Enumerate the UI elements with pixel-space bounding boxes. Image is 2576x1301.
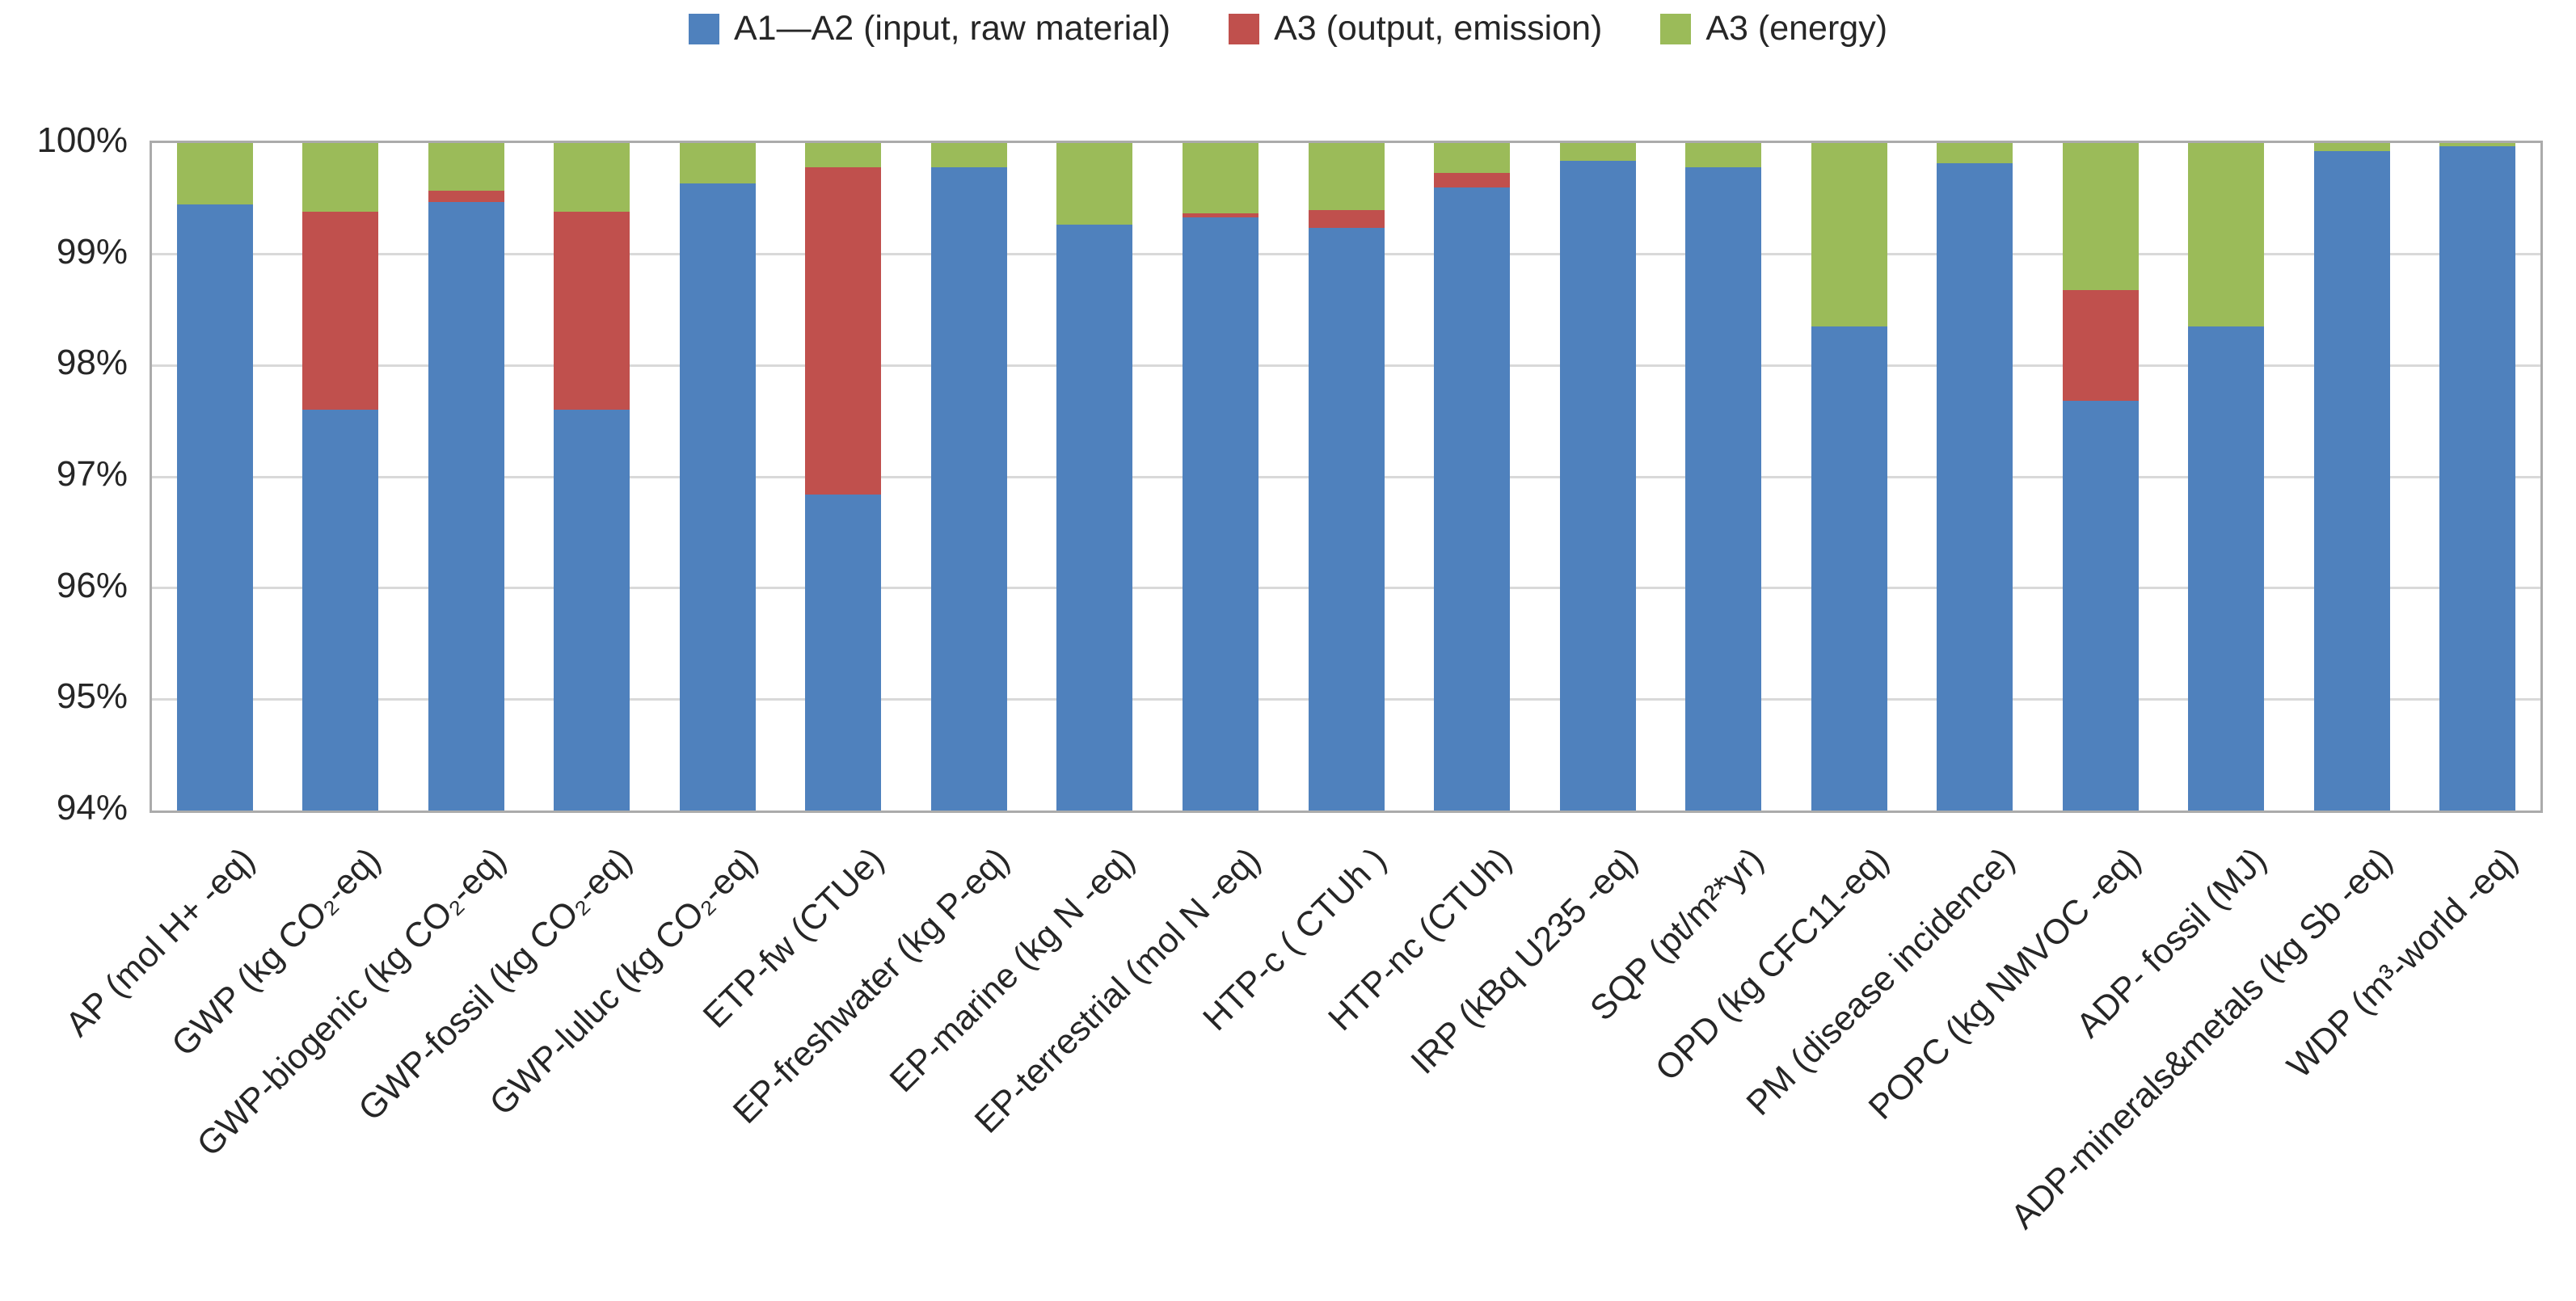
y-axis-tick: 96% [56,565,128,605]
chart-legend: A1—A2 (input, raw material) A3 (output, … [0,11,2576,46]
bar-ETP-fw (CTUe) [805,143,882,810]
legend-label: A1—A2 (input, raw material) [733,9,1171,48]
bar-segment-series1 [2439,146,2516,810]
bar-segment-series2 [1182,213,1258,218]
bar-segment-series2 [805,167,882,495]
bar-segment-series1 [1182,217,1258,810]
bar-HTP-c ( CTUh ) [1308,143,1385,810]
bar-segment-series1 [1056,224,1133,810]
bar-ADP- fossil (MJ) [2188,143,2265,810]
bar-segment-series3 [302,143,379,213]
bar-segment-series1 [679,183,756,810]
legend-label: A3 (energy) [1705,9,1888,48]
y-axis-tick: 94% [56,788,128,827]
y-axis-tick: 98% [56,343,128,383]
bar-segment-series2 [1308,209,1385,228]
bar-segment-series3 [176,143,253,204]
legend-item-a3-energy: A3 (energy) [1660,11,1887,46]
bar-segment-series1 [2313,150,2390,810]
bar-segment-series1 [1811,326,1887,810]
legend-swatch-red-icon [1229,13,1260,44]
bar-segment-series1 [1937,162,2013,810]
bar-PM (disease incidence) [1937,143,2013,810]
bar-segment-series1 [1559,161,1636,810]
legend-swatch-green-icon [1660,13,1692,44]
legend-label: A3 (output, emission) [1274,9,1603,48]
x-axis-label: OPD (kg CFC11-eq) [1648,840,1897,1088]
legend-item-a1a2: A1—A2 (input, raw material) [688,9,1171,48]
x-axis-label: EP-marine (kg N -eq) [883,840,1143,1101]
bar-segment-series2 [554,212,630,411]
y-axis-tick: 95% [56,676,128,717]
y-axis-tick: 100% [36,120,128,160]
bar-segment-series2 [1434,173,1511,188]
bar-segment-series3 [1056,143,1133,225]
y-axis-tick: 99% [56,231,128,272]
bar-IRP (kBq U235 -eq) [1559,143,1636,810]
bar-segment-series3 [554,143,630,213]
bar-GWP-biogenic (kg CO₂-eq) [428,143,504,810]
bar-segment-series3 [2188,143,2265,327]
x-axis-label: WDP (m³-world -eq) [2279,840,2526,1086]
bar-WDP (m³-world -eq) [2439,143,2516,810]
bar-segment-series3 [1937,143,2013,163]
bar-EP-freshwater (kg P-eq) [930,143,1007,810]
bar-GWP (kg CO₂-eq) [302,143,379,810]
bar-segment-series1 [554,410,630,810]
bar-segment-series3 [679,143,756,183]
bar-segment-series3 [1559,143,1636,162]
bar-segment-series3 [1811,143,1887,327]
bar-segment-series1 [302,410,379,810]
bar-SQP (pt/m²*yr) [1685,143,1762,810]
bar-AP (mol H+ -eq) [176,143,253,810]
y-axis-tick: 97% [56,454,128,494]
bar-segment-series2 [302,212,379,411]
bar-EP-marine (kg N -eq) [1056,143,1133,810]
bar-segment-series1 [176,204,253,810]
bar-segment-series3 [428,143,504,192]
bar-segment-series3 [1182,143,1258,213]
bar-ADP-minerals&metals (kg Sb -eq) [2313,143,2390,810]
bar-segment-series3 [805,143,882,168]
bar-segment-series1 [1685,167,1762,810]
bar-EP-terrestrial (mol N -eq) [1182,143,1258,810]
bar-segment-series3 [1685,143,1762,168]
plot-area [150,141,2543,813]
bar-segment-series1 [930,167,1007,810]
legend-swatch-blue-icon [688,13,719,44]
bar-segment-series3 [1434,143,1511,174]
bar-segment-series1 [2062,401,2139,810]
bar-segment-series1 [428,201,504,810]
bar-segment-series1 [1434,187,1511,810]
bar-segment-series3 [2313,143,2390,151]
bar-segment-series2 [428,191,504,202]
bar-segment-series3 [2439,143,2516,147]
bar-segment-series1 [1308,227,1385,810]
x-axis-label: IRP (kBq U235 -eq) [1403,840,1646,1082]
bar-GWP-fossil (kg CO₂-eq) [554,143,630,810]
bar-POPC (kg NMVOC -eq) [2062,143,2139,810]
bar-OPD (kg CFC11-eq) [1811,143,1887,810]
legend-item-a3-output: A3 (output, emission) [1229,11,1602,46]
bar-HTP-nc (CTUh) [1434,143,1511,810]
bar-segment-series3 [1308,143,1385,210]
bar-segment-series3 [2062,143,2139,290]
bar-segment-series2 [2062,289,2139,402]
bar-segment-series1 [2188,326,2265,810]
bar-GWP-luluc (kg CO₂-eq) [679,143,756,810]
bar-segment-series1 [805,495,882,810]
bar-segment-series3 [930,143,1007,168]
